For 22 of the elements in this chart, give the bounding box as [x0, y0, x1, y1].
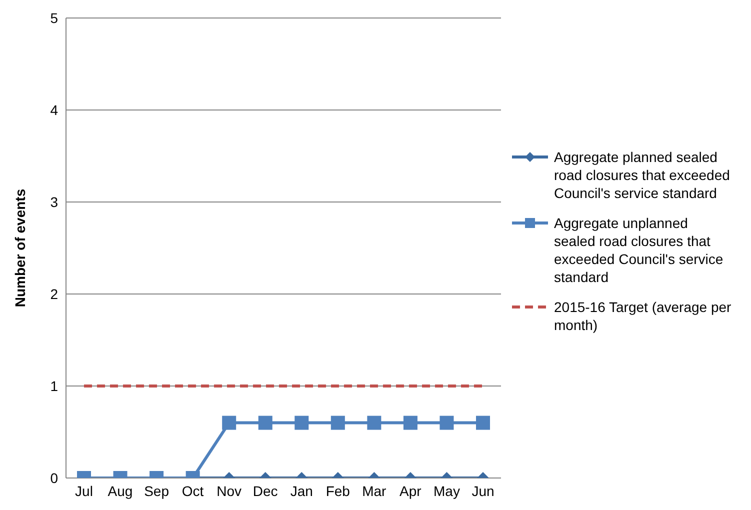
x-tick-label: Jan — [290, 482, 313, 499]
y-tick-label: 4 — [50, 102, 58, 118]
x-tick-label: Apr — [400, 482, 422, 499]
y-tick-label: 5 — [50, 10, 58, 26]
x-tick-label: Sep — [144, 482, 170, 499]
legend-label: Aggregate unplanned sealed road closures that exceeded Council's service standard — [554, 214, 724, 286]
x-tick-label: Dec — [252, 482, 278, 499]
x-tick-label: Aug — [108, 482, 133, 499]
x-tick-label: Jul — [75, 482, 93, 499]
x-tick-label: Feb — [326, 482, 350, 499]
y-tick-label: 1 — [50, 378, 58, 394]
y-tick-label: 3 — [50, 194, 58, 210]
legend-label: 2015-16 Target (average per month) — [554, 298, 732, 334]
y-tick-label: 0 — [50, 470, 58, 486]
x-tick-label: Jun — [472, 482, 494, 499]
x-tick-label: Nov — [216, 482, 242, 499]
x-tick-label: Oct — [182, 482, 204, 499]
y-axis-title: Number of events — [12, 188, 28, 308]
x-tick-label: Mar — [362, 482, 387, 499]
y-tick-label: 2 — [50, 286, 58, 302]
x-tick-label: May — [434, 482, 460, 499]
legend-label: Aggregate planned sealed road closures that exceeded Council's service standard — [554, 148, 731, 202]
